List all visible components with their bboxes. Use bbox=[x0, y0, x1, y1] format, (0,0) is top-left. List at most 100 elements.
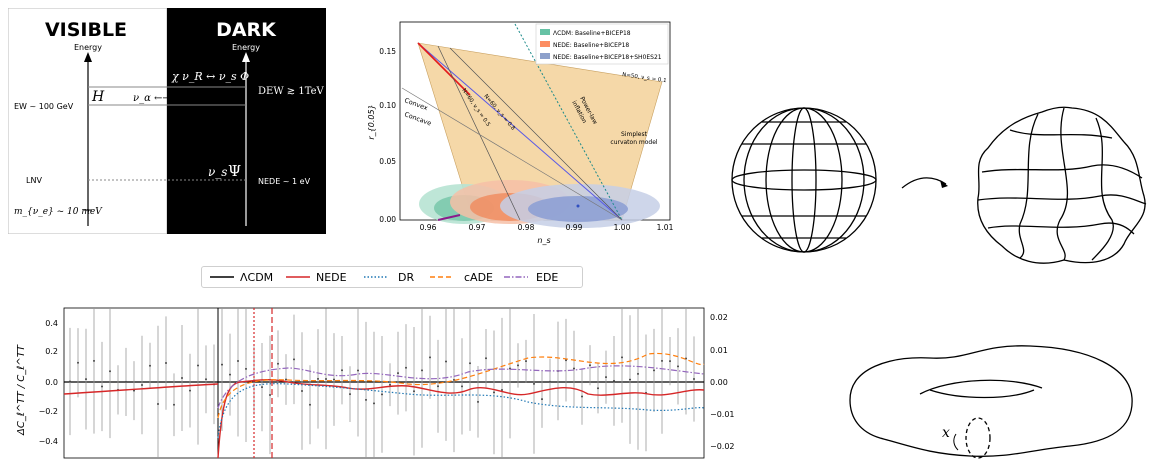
data-point bbox=[349, 393, 351, 396]
data-point bbox=[485, 357, 487, 360]
data-point bbox=[189, 389, 191, 392]
data-point bbox=[69, 380, 71, 383]
data-point bbox=[365, 398, 367, 401]
sterile-nu-label: ν_s bbox=[208, 165, 227, 179]
data-point bbox=[197, 364, 199, 367]
visible-energy-label: Energy bbox=[74, 43, 102, 52]
y-tick-labels: 0.00 0.05 0.10 0.15 bbox=[379, 47, 396, 224]
sphere-svg bbox=[731, 106, 1147, 264]
svg-text:0.97: 0.97 bbox=[469, 223, 486, 232]
cmb-legend-svg: ΛCDM NEDE DR cADE EDE bbox=[210, 271, 558, 284]
sphere-icon bbox=[731, 107, 877, 253]
svg-text:0.00: 0.00 bbox=[379, 215, 396, 224]
purple-segment bbox=[437, 214, 461, 221]
constraint-legend bbox=[535, 23, 669, 65]
tensor-scalar-plot: 0.96 0.97 0.98 0.99 1.00 1.01 0.00 0.05 … bbox=[360, 10, 680, 250]
legend-lcdm: ΛCDM: Baseline+BICEP18 bbox=[553, 30, 631, 37]
data-point bbox=[509, 367, 511, 370]
data-point bbox=[693, 377, 695, 380]
svg-text:−0.02: −0.02 bbox=[710, 442, 735, 451]
data-point bbox=[285, 378, 287, 381]
convex-concave-line bbox=[401, 87, 623, 221]
data-point bbox=[133, 389, 135, 392]
svg-text:0.2: 0.2 bbox=[45, 347, 58, 356]
simplest-label: Simplest bbox=[621, 131, 648, 138]
svg-text:0.05: 0.05 bbox=[379, 157, 396, 166]
red-model-line bbox=[417, 42, 471, 96]
data-point bbox=[173, 403, 175, 406]
dark-energy-label: Energy bbox=[232, 43, 260, 52]
svg-text:0.98: 0.98 bbox=[518, 223, 535, 232]
svg-text:0.15: 0.15 bbox=[379, 47, 396, 56]
data-point bbox=[293, 358, 295, 361]
n60-line-b bbox=[449, 47, 623, 221]
data-point bbox=[357, 369, 359, 372]
neutrino-mass-label: m_{ν_e} ~ 10 meV bbox=[14, 207, 103, 217]
left-y-ticks: 0.4 0.2 0.0 −0.2 −0.4 bbox=[39, 319, 58, 446]
data-point bbox=[637, 372, 639, 375]
data-point bbox=[493, 391, 495, 394]
data-point bbox=[565, 359, 567, 362]
cmb-plot-svg: 0.4 0.2 0.0 −0.2 −0.4 0.02 0.01 0.00 −0.… bbox=[16, 307, 735, 459]
error-bars bbox=[69, 308, 695, 458]
data-point bbox=[237, 359, 239, 362]
svg-text:−0.01: −0.01 bbox=[710, 410, 735, 419]
psi-label: Ψ bbox=[228, 162, 241, 180]
torus-cycle-figure: x bbox=[830, 338, 1150, 461]
data-point bbox=[229, 373, 231, 376]
data-point bbox=[573, 367, 575, 370]
data-point bbox=[381, 393, 383, 396]
blue-model-line bbox=[417, 42, 623, 221]
data-point bbox=[325, 377, 327, 380]
legend-swatch-nede-shoes bbox=[540, 53, 550, 59]
data-point bbox=[597, 387, 599, 390]
data-point bbox=[269, 393, 271, 396]
data-point bbox=[421, 369, 423, 372]
data-point bbox=[149, 364, 151, 367]
data-point bbox=[653, 369, 655, 372]
data-point bbox=[261, 386, 263, 389]
data-point bbox=[453, 378, 455, 381]
svg-text:1.00: 1.00 bbox=[614, 223, 631, 232]
data-point bbox=[517, 364, 519, 367]
nede-curve-left bbox=[63, 383, 219, 395]
nede-shoes-contour-inner bbox=[528, 196, 628, 222]
ew-scale-label: EW ~ 100 GeV bbox=[14, 102, 74, 111]
data-point bbox=[301, 390, 303, 393]
data-point bbox=[477, 400, 479, 403]
data-point bbox=[525, 360, 527, 363]
x-axis-label: n_s bbox=[537, 236, 550, 245]
nede-scale-label: NEDE ~ 1 eV bbox=[258, 177, 311, 186]
data-point bbox=[77, 361, 79, 364]
arrowhead-icon bbox=[940, 180, 948, 188]
nede-curve bbox=[217, 379, 705, 459]
data-point bbox=[341, 369, 343, 372]
data-point bbox=[541, 398, 543, 401]
svg-text:0.99: 0.99 bbox=[566, 223, 583, 232]
data-point bbox=[661, 359, 663, 362]
data-point bbox=[157, 402, 159, 405]
energy-diagram-svg: VISIBLE DARK Energy Energy H ν_α ←→ ν_R … bbox=[7, 7, 326, 235]
data-point bbox=[373, 402, 375, 405]
power-law-line bbox=[514, 23, 623, 221]
cycle-arrow-icon bbox=[953, 433, 959, 451]
legend-nede-shoes: NEDE: Baseline+BICEP18+SH0ES21 bbox=[553, 54, 662, 61]
svg-text:0.02: 0.02 bbox=[710, 313, 728, 322]
data-point bbox=[277, 362, 279, 365]
legend-nede: NEDE: Baseline+BICEP18 bbox=[553, 42, 629, 49]
legend-label-lcdm: ΛCDM bbox=[240, 271, 273, 284]
data-point bbox=[461, 385, 463, 388]
dark-axis-arrow-icon bbox=[242, 52, 250, 62]
dr-curve bbox=[217, 383, 705, 439]
cycle-x-label: x bbox=[942, 425, 950, 441]
legend-swatch-lcdm bbox=[540, 29, 550, 35]
legend-label-cade: cADE bbox=[464, 271, 493, 284]
data-point bbox=[221, 363, 223, 366]
torus-icon bbox=[849, 345, 1133, 459]
svg-text:0.0: 0.0 bbox=[45, 378, 58, 387]
deformation-arrow-icon bbox=[901, 177, 947, 189]
data-point bbox=[333, 378, 335, 381]
data-point bbox=[677, 365, 679, 368]
data-point bbox=[397, 372, 399, 375]
y-axis-label: r_{0.05} bbox=[367, 104, 376, 139]
